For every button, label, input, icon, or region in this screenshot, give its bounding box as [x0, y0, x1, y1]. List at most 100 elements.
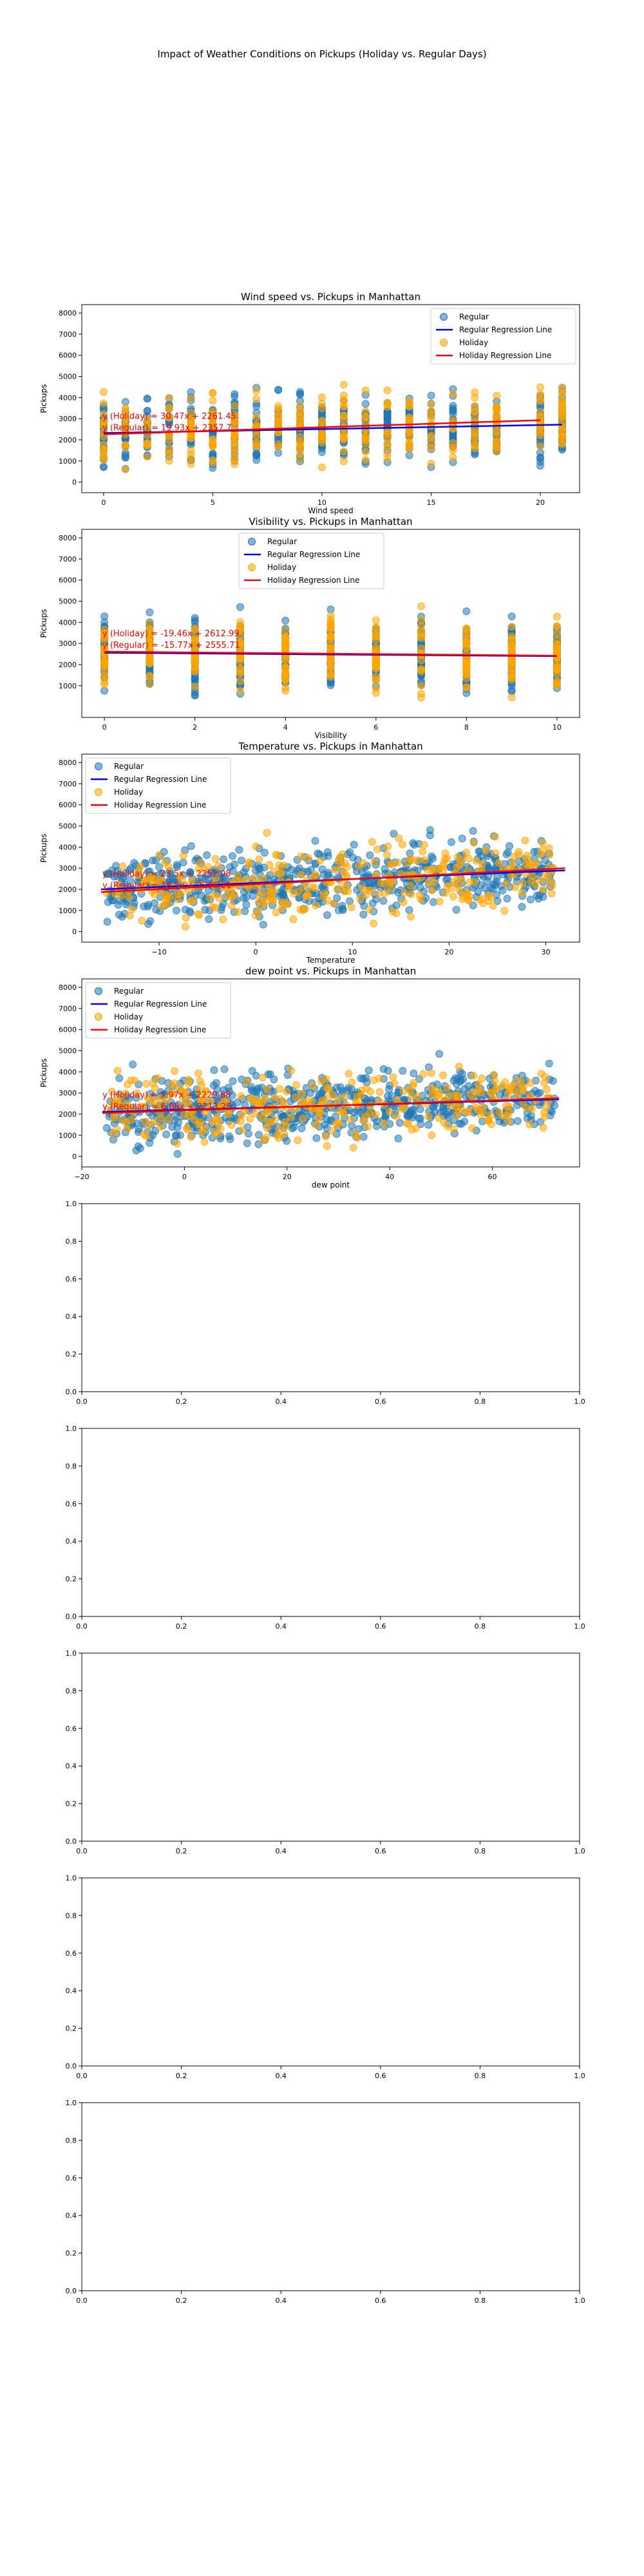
- y-tick-label: 8000: [59, 534, 77, 542]
- y-tick-label: 0.6: [66, 1275, 77, 1283]
- holiday-point: [427, 400, 435, 408]
- holiday-point: [348, 1078, 356, 1086]
- holiday-point: [146, 680, 154, 688]
- holiday-point: [482, 846, 490, 855]
- x-tick-label: 60: [488, 1173, 497, 1181]
- holiday-point: [372, 616, 380, 625]
- regular-point: [209, 450, 217, 458]
- holiday-point: [191, 666, 199, 674]
- regular-equation: y (Regular) = 19.93x + 2357.7: [102, 423, 232, 433]
- x-tick-label: 0: [102, 723, 107, 732]
- holiday-point: [252, 421, 261, 429]
- holiday-point: [283, 1104, 292, 1113]
- subplot-1: y (Holiday) = 30.47x + 2261.45 y (Regular…: [39, 291, 580, 515]
- holiday-point: [171, 1067, 178, 1075]
- holiday-point: [238, 1126, 247, 1134]
- x-tick-label: 0.0: [76, 2072, 88, 2080]
- holiday-point: [142, 1132, 151, 1141]
- regular-point: [469, 827, 477, 835]
- holiday-point: [417, 650, 425, 658]
- regular-point: [146, 608, 154, 616]
- holiday-point: [265, 861, 274, 869]
- holiday-point: [289, 915, 298, 923]
- regular-point: [235, 846, 243, 854]
- x-tick-label: 0.6: [375, 2297, 386, 2305]
- legend-label: Holiday: [459, 338, 488, 347]
- holiday-point: [406, 882, 415, 890]
- regular-point: [241, 907, 249, 915]
- holiday-point: [100, 625, 109, 634]
- holiday-point: [260, 1136, 268, 1144]
- regular-point: [296, 390, 304, 398]
- x-axis-label: dew point: [312, 1180, 350, 1189]
- holiday-point: [128, 905, 136, 913]
- holiday-point: [421, 856, 429, 864]
- holiday-point: [327, 641, 335, 649]
- holiday-point: [153, 1074, 162, 1083]
- x-tick-label: 0.4: [275, 2072, 287, 2080]
- regular-point: [236, 603, 244, 611]
- x-tick-label: 0.8: [475, 2072, 486, 2080]
- holiday-point: [236, 632, 244, 640]
- legend-label: Holiday Regression Line: [459, 351, 551, 360]
- holiday-point: [449, 424, 457, 432]
- x-tick-label: 0.0: [76, 1847, 88, 1855]
- regular-point: [338, 905, 346, 913]
- y-tick-label: 3000: [59, 1089, 77, 1097]
- holiday-point: [427, 440, 435, 448]
- holiday-point: [269, 896, 278, 905]
- holiday-point: [471, 878, 479, 886]
- regular-point: [366, 851, 374, 859]
- legend-box: [430, 308, 576, 365]
- regular-point: [452, 905, 460, 914]
- holiday-point: [174, 889, 182, 898]
- holiday-point: [558, 390, 566, 398]
- y-tick-label: 1000: [59, 1132, 77, 1140]
- y-tick-label: 3000: [59, 415, 77, 423]
- holiday-point: [440, 1119, 448, 1127]
- holiday-point: [155, 851, 164, 859]
- x-tick-label: −10: [151, 948, 166, 956]
- holiday-point: [100, 637, 109, 645]
- holiday-point: [126, 911, 134, 920]
- y-tick-label: 0.2: [66, 1800, 77, 1808]
- holiday-point: [419, 848, 427, 856]
- holiday-point: [393, 1112, 401, 1121]
- x-tick-label: 0.4: [275, 1847, 287, 1855]
- y-tick-label: 1.0: [66, 2099, 77, 2107]
- holiday-point: [324, 1085, 332, 1094]
- x-tick-label: 0: [182, 1173, 187, 1181]
- holiday-point: [308, 1097, 316, 1106]
- holiday-point: [254, 907, 263, 915]
- legend-holiday-marker: [248, 564, 256, 571]
- holiday-point: [156, 1123, 165, 1131]
- y-tick-label: 8000: [59, 983, 77, 992]
- holiday-point: [558, 408, 566, 416]
- holiday-point: [515, 848, 523, 856]
- regular-point: [410, 840, 419, 849]
- holiday-point: [292, 1081, 300, 1089]
- holiday-point: [521, 837, 529, 845]
- holiday-point: [182, 914, 190, 922]
- holiday-point: [191, 632, 199, 641]
- holiday-point: [310, 873, 318, 881]
- regular-point: [458, 835, 466, 842]
- holiday-point: [442, 889, 450, 897]
- x-tick-label: 8: [464, 723, 469, 732]
- holiday-point: [349, 1144, 357, 1152]
- holiday-point: [316, 857, 324, 865]
- y-tick-label: 2000: [59, 886, 77, 894]
- holiday-point: [285, 885, 293, 893]
- holiday-point: [404, 858, 412, 867]
- axes-frame: [81, 304, 580, 493]
- holiday-point: [339, 435, 348, 443]
- regular-equation: y (Regular) = -15.77x + 2555.71: [102, 641, 240, 650]
- y-tick-label: 4000: [59, 393, 77, 402]
- regular-point: [247, 1086, 256, 1094]
- holiday-point: [189, 896, 197, 904]
- holiday-point: [449, 439, 457, 447]
- x-tick-label: 15: [426, 498, 435, 507]
- x-tick-label: 0.0: [76, 1397, 88, 1406]
- holiday-point: [345, 1070, 353, 1078]
- holiday-point: [99, 456, 108, 464]
